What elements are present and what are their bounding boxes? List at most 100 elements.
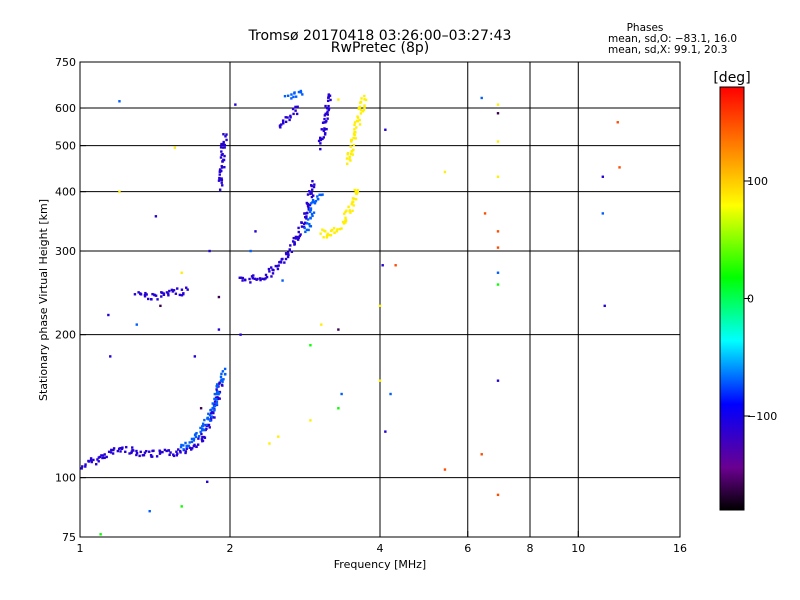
data-point (213, 409, 216, 412)
data-point (222, 158, 225, 162)
data-point (268, 442, 271, 445)
data-point (297, 236, 300, 240)
data-point (349, 145, 352, 148)
data-point (184, 450, 188, 453)
data-point (161, 450, 164, 454)
data-point (267, 267, 271, 271)
x-tick-label: 8 (527, 542, 534, 555)
data-point (192, 444, 196, 448)
data-point (225, 133, 228, 136)
data-point (304, 221, 307, 224)
data-point (223, 143, 227, 147)
data-point (327, 107, 331, 110)
data-point (218, 178, 221, 182)
data-point (344, 219, 348, 223)
data-point (220, 165, 223, 168)
data-point (90, 460, 93, 464)
data-point (335, 230, 339, 233)
data-point (100, 454, 103, 457)
data-point (340, 227, 343, 230)
data-point (496, 112, 500, 115)
data-point (168, 453, 171, 457)
data-point (172, 453, 175, 456)
data-point (353, 188, 356, 192)
data-point (326, 233, 330, 236)
data-point (305, 211, 309, 215)
data-point (321, 193, 324, 196)
data-point (351, 209, 354, 212)
data-point (197, 435, 201, 438)
data-point (378, 304, 382, 308)
data-point (338, 227, 342, 231)
data-point (344, 216, 347, 220)
y-tick-label: 200 (55, 329, 76, 342)
data-point (155, 455, 159, 458)
data-point (357, 107, 360, 111)
data-point (305, 217, 308, 220)
data-point (116, 449, 120, 453)
data-point (218, 173, 221, 176)
data-point (144, 291, 147, 295)
data-point (294, 105, 297, 109)
data-point (172, 289, 176, 292)
data-point (348, 209, 351, 212)
data-point (138, 454, 141, 458)
data-point (349, 159, 352, 162)
data-point (219, 375, 223, 379)
data-point (359, 108, 363, 112)
data-point (326, 107, 329, 110)
data-point (213, 392, 217, 396)
data-point (296, 238, 300, 241)
data-point (326, 113, 329, 116)
data-point (185, 286, 188, 289)
data-point (314, 199, 318, 203)
data-point (318, 193, 321, 196)
data-point (307, 207, 310, 210)
data-point (218, 176, 221, 180)
data-point (353, 133, 356, 137)
data-point (135, 449, 138, 453)
data-point (308, 222, 311, 226)
data-point (112, 448, 115, 452)
data-point (352, 204, 355, 207)
data-point (207, 412, 210, 416)
x-tick-label: 4 (377, 542, 384, 555)
data-point (107, 450, 111, 454)
data-point (92, 458, 95, 462)
data-point (361, 110, 365, 113)
data-point (344, 221, 347, 224)
data-point (174, 292, 178, 295)
data-point (109, 451, 113, 454)
data-point (161, 291, 164, 294)
data-point (333, 231, 336, 235)
y-tick-label: 100 (55, 472, 76, 485)
data-point (443, 170, 447, 174)
data-point (284, 252, 288, 255)
data-point (217, 295, 221, 299)
data-point (294, 109, 297, 112)
data-point (300, 225, 304, 228)
x-tick-label: 10 (571, 542, 585, 555)
data-point (180, 443, 183, 447)
data-point (124, 450, 127, 454)
data-point (153, 294, 156, 297)
data-point (299, 89, 303, 93)
data-point (268, 270, 271, 273)
data-point (103, 456, 106, 460)
data-point (292, 95, 295, 99)
data-point (284, 116, 287, 119)
data-point (353, 123, 356, 127)
data-point (353, 128, 356, 131)
data-point (355, 192, 358, 195)
data-point (219, 156, 223, 159)
data-point (223, 146, 226, 149)
data-point (264, 273, 268, 277)
data-point (323, 229, 326, 232)
data-point (354, 137, 357, 140)
data-point (205, 423, 208, 427)
data-point (172, 454, 176, 458)
data-point (336, 228, 339, 231)
data-point (310, 184, 313, 188)
data-point (277, 435, 280, 438)
